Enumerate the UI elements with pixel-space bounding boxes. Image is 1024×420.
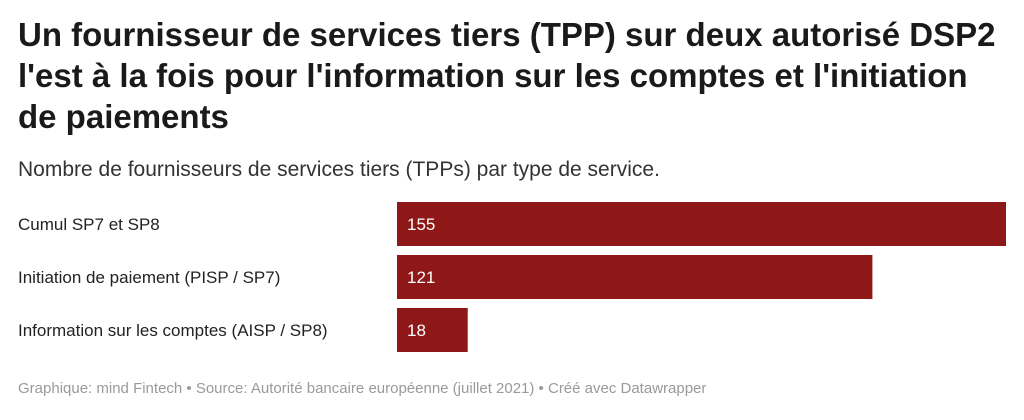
bar-chart: Cumul SP7 et SP8 155 Initiation de paiemen… [18,202,1006,352]
chart-footer: Graphique: mind Fintech • Source: Autori… [18,380,707,397]
chart-subtitle: Nombre de fournisseurs de services tiers… [18,158,660,181]
bar [397,255,873,299]
chart-title: Un fournisseur de services tiers (TPP) s… [18,16,996,135]
category-label: Cumul SP7 et SP8 [18,215,160,234]
bar-value-label: 155 [407,215,435,234]
bar-value-label: 18 [407,321,426,340]
bar [397,308,468,352]
category-label: Information sur les comptes (AISP / SP8) [18,321,328,340]
bar-value-label: 121 [407,268,435,287]
bar [397,202,1006,246]
category-label: Initiation de paiement (PISP / SP7) [18,268,280,287]
